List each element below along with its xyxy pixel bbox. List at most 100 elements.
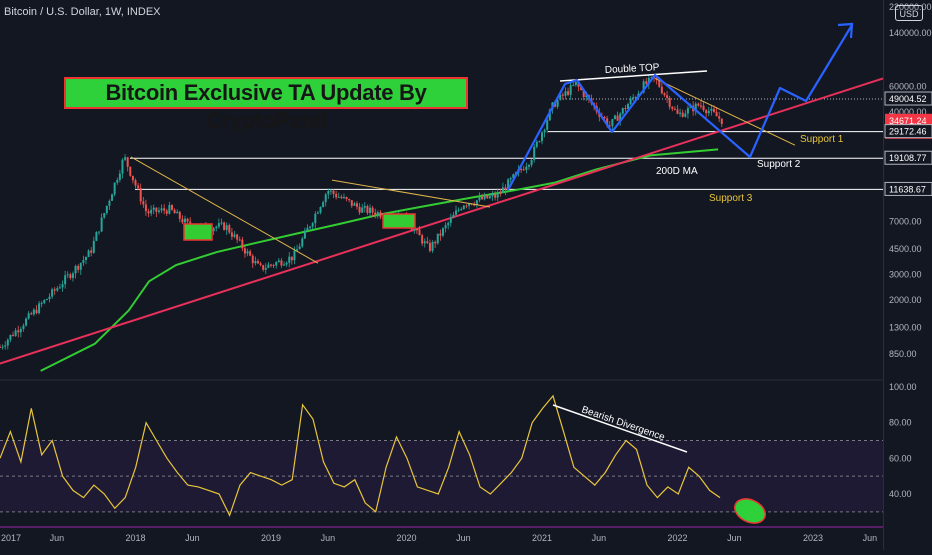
rsi-tick-label: 80.00: [889, 418, 912, 428]
banner-title: Bitcoin Exclusive TA Update By CryptoPat…: [64, 77, 468, 133]
candle-body: [285, 262, 288, 265]
ma200-line: [40, 148, 719, 372]
candle-body: [314, 213, 317, 224]
candle-body: [650, 76, 653, 78]
candle-body: [243, 248, 246, 254]
candle-body: [613, 115, 616, 120]
candle-body: [48, 296, 51, 300]
candle-body: [376, 212, 379, 216]
candle-body: [335, 193, 338, 198]
candle-body: [58, 287, 61, 289]
candle-body: [369, 207, 372, 214]
downtrend-2019: [331, 179, 491, 208]
price-tick-label: 4500.00: [889, 244, 922, 254]
last-price-label-box: [885, 113, 932, 127]
candle-body: [681, 112, 684, 117]
candle-body: [666, 95, 669, 99]
price-tick-label: 40000.00: [889, 107, 927, 117]
candle-body: [475, 200, 478, 205]
candle-body: [710, 108, 713, 111]
downtrend-2018: [130, 156, 319, 264]
candle-body: [491, 194, 494, 197]
candle-body: [538, 141, 541, 143]
candle-body: [679, 112, 682, 114]
candle-body: [6, 339, 9, 346]
candle-body: [431, 241, 434, 251]
candle-body: [509, 178, 512, 180]
candle-body: [447, 222, 450, 226]
candle-body: [131, 175, 134, 181]
candle-body: [504, 187, 507, 191]
candle-body: [455, 210, 458, 215]
candle-body: [126, 157, 129, 167]
time-tick-label: Jun: [727, 533, 742, 543]
time-tick-label: Jun: [185, 533, 200, 543]
candle-body: [32, 309, 35, 315]
candle-body: [144, 204, 147, 212]
time-tick-label: Jun: [321, 533, 336, 543]
candle-body: [170, 205, 173, 210]
candle-body: [129, 166, 132, 176]
candle-body: [660, 86, 663, 94]
candle-body: [449, 217, 452, 223]
candle-body: [564, 91, 567, 96]
candle-body: [118, 173, 121, 181]
candle-body: [64, 275, 67, 285]
candle-body: [137, 185, 140, 188]
candle-body: [225, 225, 228, 230]
last-price-label: 34671.24: [889, 116, 927, 126]
rsi-tick-label: 100.00: [889, 382, 917, 392]
symbol-title: Bitcoin / U.S. Dollar, 1W, INDEX: [4, 6, 161, 18]
candle-body: [366, 206, 369, 214]
support-3-price-label: 11638.67: [889, 184, 926, 194]
candle-body: [634, 96, 637, 98]
candle-body: [43, 299, 46, 304]
candle-body: [611, 119, 614, 127]
candle-body: [663, 93, 666, 96]
candle-body: [624, 107, 627, 109]
candle-body: [280, 260, 283, 266]
candle-body: [694, 103, 697, 112]
candle-body: [676, 109, 679, 114]
candle-body: [582, 90, 585, 98]
candle-body: [621, 107, 624, 114]
candle-body: [277, 260, 280, 263]
support-3-price-label-box: [884, 181, 932, 196]
candle-body: [27, 313, 30, 319]
candle-body: [25, 318, 28, 326]
time-tick-label: 2021: [532, 533, 552, 543]
candle-body: [616, 115, 619, 121]
candle-body: [439, 233, 442, 236]
candle-body: [264, 267, 267, 270]
resistance-price-label-box: [884, 91, 932, 106]
candle-body: [14, 330, 17, 336]
candle-body: [603, 117, 606, 119]
candle-body: [520, 169, 523, 171]
candle-body: [522, 169, 525, 171]
candle-body: [512, 174, 515, 179]
candle-body: [87, 250, 90, 258]
candle-body: [569, 85, 572, 95]
candle-body: [436, 233, 439, 244]
candle-body: [84, 257, 87, 260]
time-tick-label: 2017: [1, 533, 21, 543]
candle-body: [17, 330, 20, 333]
accumulation-box-2018: [183, 223, 213, 241]
projection-path: [507, 24, 853, 191]
candle-body: [712, 108, 715, 112]
price-tick-label: 220000.00: [889, 2, 932, 12]
candle-body: [530, 159, 533, 166]
candle-body: [293, 250, 296, 261]
candle-body: [316, 212, 319, 214]
candle-body: [152, 207, 155, 210]
candle-body: [608, 125, 611, 127]
currency-badge[interactable]: USD: [895, 5, 923, 21]
candle-body: [342, 197, 345, 199]
candle-body: [53, 289, 56, 291]
candle-body: [74, 265, 77, 274]
candle-body: [100, 217, 103, 232]
candle-body: [22, 325, 25, 329]
candle-body: [82, 259, 85, 263]
candle-body: [111, 194, 114, 201]
rsi-target-oval: [734, 498, 766, 524]
